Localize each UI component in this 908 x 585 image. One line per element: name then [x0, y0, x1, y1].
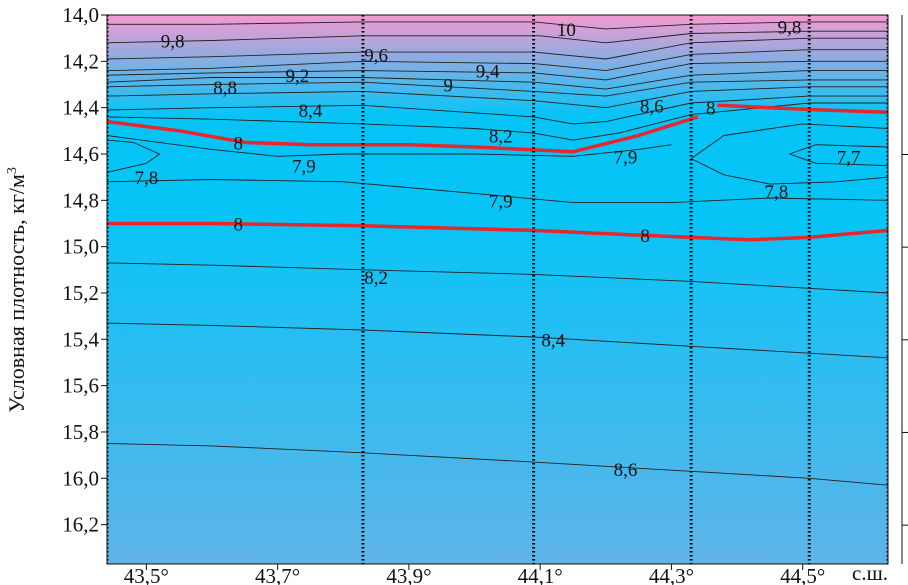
contour-label: 9,6 — [364, 45, 388, 66]
y-tick-label: 16,0 — [62, 466, 99, 490]
isoline — [107, 86, 888, 109]
isoline-8-highlight — [107, 115, 699, 154]
right-axis-ticks — [902, 153, 908, 526]
y-tick-label: 14,2 — [62, 49, 99, 73]
y-axis-title-superscript: 3 — [5, 167, 20, 174]
y-tick-label: 15,8 — [62, 420, 99, 444]
x-axis: 43,5° 43,7° 43,9° 44,1° 44,3° 44,5° — [124, 564, 825, 585]
y-tick-label: 14,0 — [62, 3, 99, 27]
x-tick-label: 44,1° — [518, 564, 563, 585]
isoline — [107, 21, 888, 30]
contour-label: 8,2 — [364, 268, 388, 289]
x-tick-label: 43,5° — [124, 564, 169, 585]
contour-label: 9,4 — [476, 62, 500, 83]
y-tick-label: 15,6 — [62, 374, 99, 398]
contour-labels: 10 9,8 9,8 9,6 9,4 9,2 9 8,8 8,6 8,4 8,2 8 8 7,9 7,9 7,… — [135, 18, 861, 481]
y-tick-label: 14,8 — [62, 188, 99, 212]
x-axis-unit-label: с.ш. — [852, 561, 888, 585]
contour-label: 8 — [234, 133, 244, 154]
contour-label: 7,8 — [135, 168, 159, 189]
contour-label: 10 — [557, 20, 576, 41]
contour-label: 8,4 — [541, 330, 565, 351]
contour-label: 9,2 — [285, 66, 309, 87]
y-tick-label: 15,2 — [62, 281, 99, 305]
contour-label: 8,6 — [640, 96, 664, 117]
y-tick-label: 14,4 — [62, 96, 99, 120]
isoline — [107, 70, 888, 90]
contour-label: 7,9 — [292, 157, 316, 178]
y-tick-label: 15,0 — [62, 235, 99, 259]
contour-label: 9,8 — [778, 18, 802, 39]
isoline — [107, 95, 888, 125]
x-tick-label: 44,5° — [780, 564, 825, 585]
isoline — [107, 37, 888, 60]
y-axis-title: Условная плотность, кг/м3 — [4, 167, 29, 413]
isoline — [107, 139, 160, 173]
isoline — [789, 144, 888, 167]
contour-label: 7,9 — [489, 191, 513, 212]
contour-label: 9,8 — [161, 31, 185, 52]
y-axis-title-text: Условная плотность, кг/м — [4, 174, 29, 413]
y-tick-label: 16,2 — [62, 513, 99, 537]
x-tick-label: 43,9° — [386, 564, 431, 585]
y-tick-label: 14,6 — [62, 142, 99, 166]
x-tick-label: 44,3° — [649, 564, 694, 585]
contour-label: 8 — [706, 99, 716, 120]
contour-label: 8,4 — [299, 101, 323, 122]
station-profiles — [107, 15, 888, 564]
isoline-8-highlight — [717, 103, 888, 115]
isoline — [107, 135, 672, 157]
isoline — [107, 79, 888, 97]
contour-label: 8,8 — [213, 78, 237, 99]
plot-frame — [106, 14, 889, 565]
isoline — [107, 60, 888, 81]
contour-label: 7,9 — [614, 147, 638, 168]
contour-label: 7,8 — [765, 182, 789, 203]
isoline — [107, 179, 888, 204]
contour-label: 8 — [234, 214, 244, 235]
x-tick-label: 43,7° — [255, 564, 300, 585]
contour-label: 8,6 — [614, 460, 638, 481]
contour-label: 7,7 — [837, 147, 861, 168]
isoline — [107, 443, 888, 486]
y-tick-label: 15,4 — [62, 327, 99, 351]
contour-label: 8,2 — [489, 126, 513, 147]
contour-label: 9 — [444, 75, 454, 96]
isoline-8-highlight — [107, 221, 888, 242]
isoline — [107, 49, 888, 72]
isoline — [690, 123, 888, 185]
contour-label: 8 — [640, 226, 650, 247]
isoline — [107, 102, 888, 141]
y-axis: 14,0 14,2 14,4 14,6 14,8 15,0 15,2 15,4 15,6 15,8… — [62, 3, 107, 537]
isoline — [107, 30, 888, 44]
isoline — [107, 322, 888, 359]
